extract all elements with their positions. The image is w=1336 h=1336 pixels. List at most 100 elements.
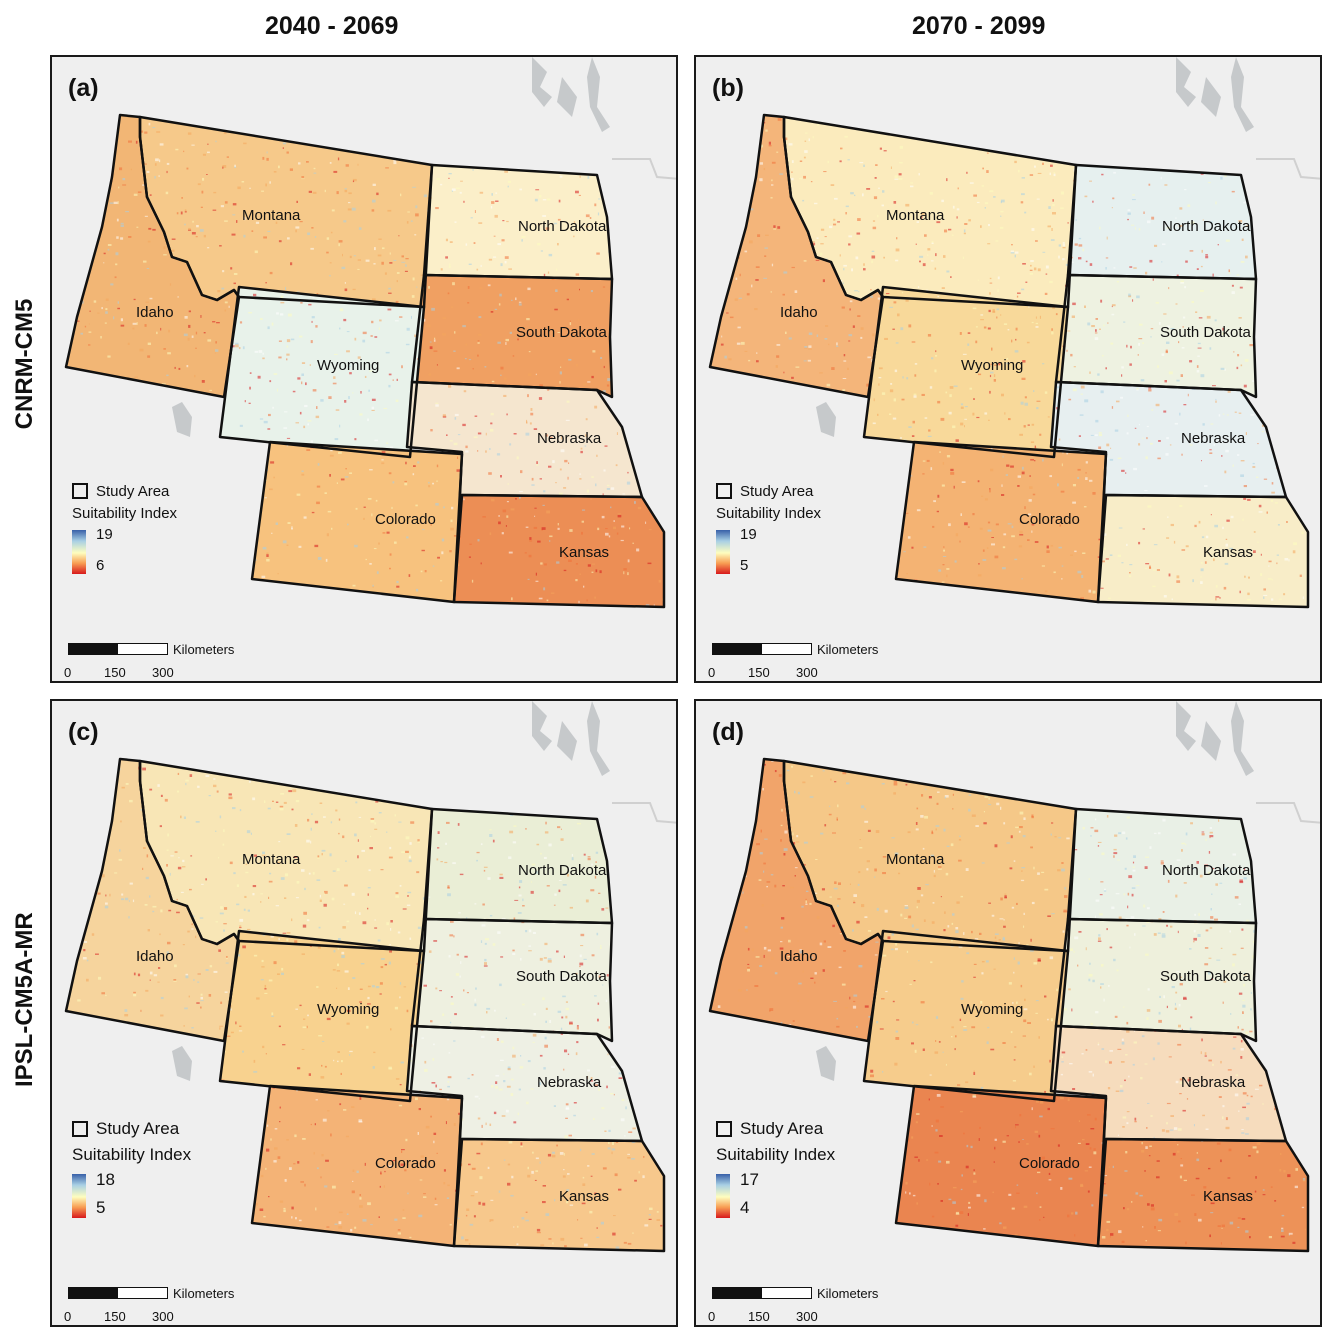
- ramp-max-label: 19: [96, 526, 113, 543]
- lake-shape: [1201, 77, 1221, 117]
- state-outline: [1066, 807, 1258, 925]
- column-title-2070-2099: 2070 - 2099: [912, 12, 1046, 40]
- state-label: North Dakota: [518, 218, 607, 235]
- state-fill: [424, 165, 612, 279]
- ramp-min-label: 6: [96, 557, 105, 574]
- map-panel-b: Montana North Dakota South Dakota Idaho Wyom…: [694, 55, 1322, 683]
- state-label: North Dakota: [1162, 218, 1251, 235]
- state-label: South Dakota: [1160, 324, 1252, 341]
- map-legend: Study Area Suitability Index 18 5: [72, 1116, 191, 1218]
- state-fill: [252, 1086, 462, 1246]
- scale-bar-fill: [713, 1288, 762, 1298]
- state-label: Nebraska: [537, 430, 602, 447]
- lake-shape: [1231, 701, 1254, 776]
- scale-tick-label: 0: [708, 665, 716, 680]
- state-fill: [1051, 382, 1286, 497]
- state-label: North Dakota: [1162, 862, 1251, 879]
- color-ramp: [716, 1174, 730, 1218]
- legend-title: Suitability Index: [716, 1145, 836, 1164]
- state-fill: [1056, 919, 1256, 1041]
- state-label: Montana: [886, 207, 945, 224]
- map-canvas: Montana North Dakota South Dakota Idaho Wyom…: [708, 57, 1320, 609]
- state-label: Kansas: [1203, 1188, 1253, 1205]
- state-fill: [140, 761, 432, 951]
- scale-bar: [712, 643, 812, 655]
- state-fill: [66, 115, 239, 397]
- lake-shape: [172, 402, 192, 437]
- state-fill: [454, 495, 664, 607]
- state-label: Colorado: [375, 1155, 436, 1172]
- lake-shape: [1231, 57, 1254, 132]
- study-area-label: Study Area: [96, 1119, 180, 1138]
- study-area-legend-row: Study Area: [716, 480, 821, 502]
- state-fill: [412, 275, 612, 397]
- country-border-line: [1256, 158, 1320, 180]
- state-fill: [252, 442, 462, 602]
- state-fill: [710, 115, 883, 397]
- scale-tick-label: 150: [104, 665, 126, 680]
- legend-title: Suitability Index: [72, 504, 178, 522]
- state-fill: [66, 759, 239, 1041]
- state-fill: [1051, 1026, 1286, 1141]
- state-outline: [218, 929, 426, 1103]
- state-label: Montana: [886, 851, 945, 868]
- state-label: Wyoming: [317, 1001, 379, 1018]
- color-ramp-legend: 18 5: [72, 1170, 191, 1218]
- study-area-legend-row: Study Area: [72, 480, 177, 502]
- state-fill: [1098, 495, 1308, 607]
- ramp-max-label: 17: [740, 1170, 759, 1189]
- scale-tick-label: 150: [104, 1309, 126, 1324]
- scale-tick-label: 300: [796, 1309, 818, 1324]
- ramp-max-label: 19: [740, 526, 757, 543]
- state-label: Nebraska: [537, 1074, 602, 1091]
- row-title-ipsl-cm5a-mr: IPSL-CM5A-MR: [11, 912, 38, 1087]
- map-panel-a: Montana North Dakota South Dakota Idaho Wyom…: [50, 55, 678, 683]
- study-area-swatch: [716, 483, 732, 499]
- scale-tick-label: 150: [748, 665, 770, 680]
- panel-label: (d): [712, 718, 744, 746]
- state-outline: [64, 113, 241, 399]
- scale-bar: [68, 643, 168, 655]
- map-legend: Study Area Suitability Index 19 5: [716, 480, 821, 574]
- state-outline: [218, 285, 426, 459]
- lake-shape: [816, 1046, 836, 1081]
- scale-unit-label: Kilometers: [173, 642, 235, 657]
- state-outline: [708, 757, 885, 1043]
- state-label: Montana: [242, 851, 301, 868]
- panel-label: (b): [712, 74, 744, 102]
- color-ramp-legend: 17 4: [716, 1170, 835, 1218]
- color-ramp: [716, 530, 730, 574]
- map-legend: Study Area Suitability Index 17 4: [716, 1116, 835, 1218]
- ramp-min-label: 4: [740, 1198, 750, 1217]
- scale-bar-fill: [69, 1288, 118, 1298]
- lake-shape: [557, 721, 577, 761]
- lake-shape: [587, 701, 610, 776]
- scale-unit-label: Kilometers: [173, 1286, 235, 1301]
- color-ramp: [72, 1174, 86, 1218]
- ramp-max-label: 18: [96, 1170, 115, 1189]
- study-area-swatch: [716, 1121, 732, 1137]
- state-outline: [862, 929, 1070, 1103]
- map-canvas: Montana North Dakota South Dakota Idaho Wyom…: [708, 701, 1320, 1253]
- state-fill: [424, 809, 612, 923]
- legend-title: Suitability Index: [72, 1145, 192, 1164]
- lake-shape: [532, 57, 552, 107]
- state-label: Idaho: [136, 948, 174, 965]
- lake-shape: [587, 57, 610, 132]
- state-fill: [412, 919, 612, 1041]
- state-label: Wyoming: [961, 1001, 1023, 1018]
- scale-bar-fill: [713, 644, 762, 654]
- country-border-line: [612, 802, 676, 824]
- state-fill: [896, 442, 1106, 602]
- row-title-cnrm-cm5: CNRM-CM5: [11, 298, 38, 430]
- map-panel-c: Montana North Dakota South Dakota Idaho Wyom…: [50, 699, 678, 1327]
- state-outline: [422, 163, 614, 281]
- scale-unit-label: Kilometers: [817, 1286, 879, 1301]
- study-area-legend-row: Study Area: [716, 1116, 835, 1142]
- scale-tick-label: 0: [64, 665, 72, 680]
- state-fill: [784, 117, 1076, 307]
- state-label: Kansas: [1203, 544, 1253, 561]
- state-label: Kansas: [559, 544, 609, 561]
- map-canvas: Montana North Dakota South Dakota Idaho Wyom…: [64, 57, 676, 609]
- state-fill: [1098, 1139, 1308, 1251]
